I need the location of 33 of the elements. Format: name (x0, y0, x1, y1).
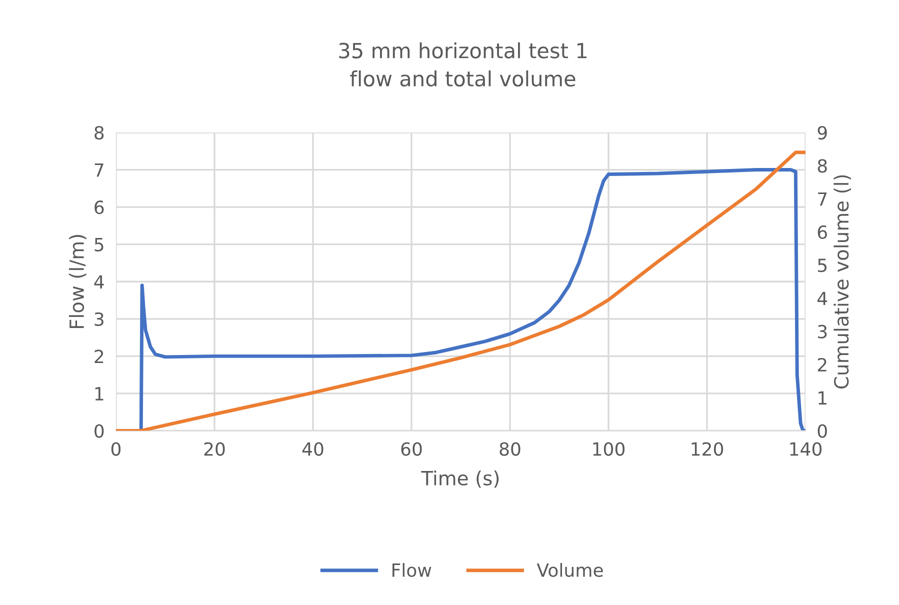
y-tick-label: 6 (94, 200, 104, 214)
y2-tick-label: 6 (818, 225, 827, 240)
x-tick-label: 100 (593, 442, 625, 456)
y-tick-label: 7 (94, 163, 104, 177)
y2-tick-label: 5 (818, 258, 827, 272)
y-tick-label: 1 (95, 387, 104, 400)
y-tick-label: 0 (94, 424, 104, 438)
y-tick-label: 8 (94, 126, 104, 140)
x-axis-title: Time (s) (421, 470, 499, 488)
x-tick-label: 60 (401, 442, 422, 456)
chart-title: 35 mm horizontal test 1 flow and total volume (339, 42, 586, 87)
y2-tick-label: 2 (818, 358, 826, 372)
x-tick-label: 40 (302, 442, 324, 456)
y-tick-label: 4 (94, 275, 104, 288)
y2-axis-title: Cumulative volume (l) (834, 175, 851, 389)
legend-label: Volume (536, 562, 603, 577)
y2-tick-label: 0 (818, 424, 827, 438)
x-tick-label: 140 (790, 442, 822, 456)
y2-tick-label: 9 (818, 126, 827, 140)
y2-tick-label: 8 (818, 159, 827, 173)
y-tick-label: 5 (94, 238, 104, 252)
y2-tick-label: 7 (818, 192, 827, 206)
y-tick-label: 2 (94, 350, 104, 364)
x-tick-label: 0 (111, 442, 121, 456)
legend-label: Flow (392, 562, 432, 577)
x-tick-label: 20 (204, 442, 225, 456)
y2-tick-label: 3 (818, 324, 827, 338)
y-tick-label: 3 (94, 312, 104, 326)
y2-tick-label: 1 (818, 391, 826, 404)
y-axis-title: Flow (l/m) (69, 234, 86, 328)
x-tick-label: 80 (500, 442, 520, 456)
y2-tick-label: 4 (818, 292, 828, 306)
x-tick-label: 120 (692, 442, 724, 456)
